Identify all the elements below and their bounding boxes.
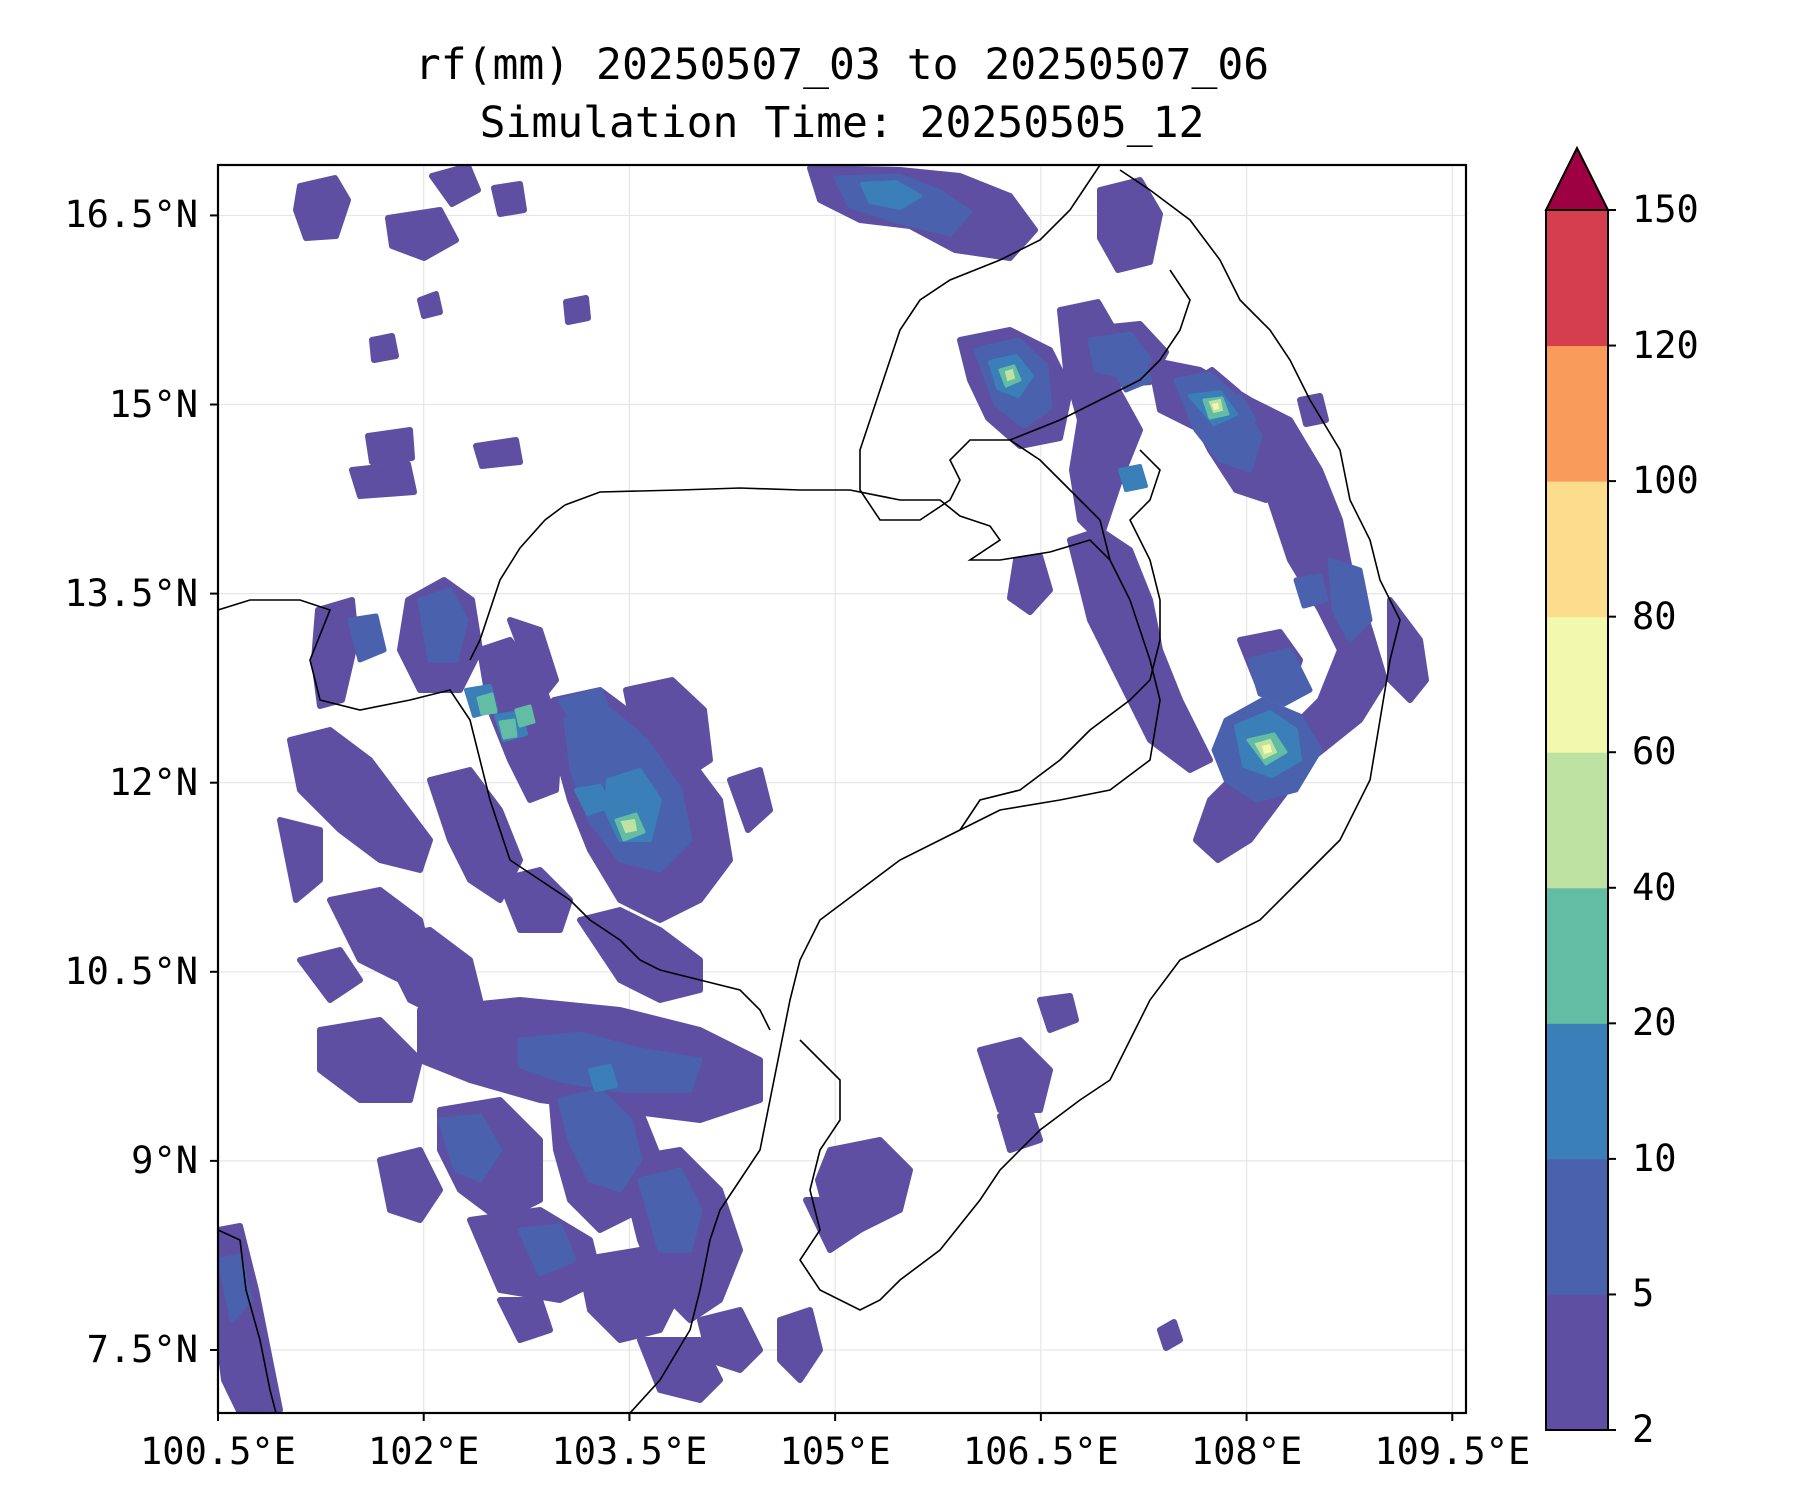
colorbar-tick-label: 100	[1632, 459, 1699, 503]
rain-layer-60-80	[1212, 403, 1272, 754]
colorbar-tick-label: 120	[1632, 323, 1699, 367]
lon-tick-label: 108°E	[1190, 1430, 1303, 1473]
map-axis-ticks	[210, 214, 1454, 1421]
lat-tick-label: 9°N	[131, 1138, 198, 1182]
colorbar-tick-label: 80	[1632, 594, 1677, 638]
colorbar-tick-label: 5	[1632, 1272, 1655, 1316]
colorbar-tick-label: 10	[1632, 1136, 1677, 1180]
lat-tick-label: 16.5°N	[64, 193, 198, 237]
colorbar-segment	[1546, 616, 1608, 753]
colorbar-tick-label: 60	[1632, 730, 1677, 774]
colorbar	[1544, 145, 1616, 1431]
colorbar-segment	[1546, 1294, 1608, 1431]
colorbar-segment	[1546, 481, 1608, 618]
lat-tick-label: 10.5°N	[64, 949, 198, 993]
lon-tick-label: 103.5°E	[551, 1430, 708, 1473]
colorbar-segment	[1546, 1023, 1608, 1160]
rainfall-contours	[218, 165, 1429, 1413]
colorbar-tick-label: 2	[1632, 1408, 1655, 1451]
colorbar-tick-label: 20	[1632, 1001, 1677, 1045]
map-frame	[216, 163, 1468, 1415]
lon-tick-label: 100.5°E	[140, 1430, 296, 1473]
map-subtitle: Simulation Time: 20250505_12	[479, 98, 1205, 148]
rain-layer-10-20	[464, 180, 1302, 1092]
country-borders-and-coastlines	[218, 165, 1401, 1413]
lat-tick-label: 7.5°N	[86, 1327, 198, 1371]
colorbar-segment	[1546, 1158, 1608, 1295]
colorbar-segment	[1546, 887, 1608, 1024]
map-title: rf(mm) 20250507_03 to 20250507_06	[414, 40, 1270, 90]
lat-tick-label: 12°N	[108, 760, 198, 804]
lon-tick-label: 106.5°E	[962, 1430, 1119, 1473]
colorbar-extend-arrow	[1544, 145, 1610, 211]
colorbar-tick-label: 150	[1632, 188, 1699, 231]
lon-tick-label: 109.5°E	[1374, 1430, 1531, 1473]
colorbar-frame	[1545, 209, 1609, 1431]
lat-tick-label: 13.5°N	[64, 571, 198, 615]
colorbar-segment	[1546, 345, 1608, 482]
colorbar-tick-label: 40	[1632, 865, 1677, 909]
lon-tick-label: 102°E	[368, 1430, 480, 1473]
colorbar-segment	[1546, 210, 1608, 347]
lon-tick-label: 105°E	[779, 1430, 891, 1473]
colorbar-segment	[1546, 752, 1608, 889]
lat-tick-label: 15°N	[108, 382, 198, 426]
